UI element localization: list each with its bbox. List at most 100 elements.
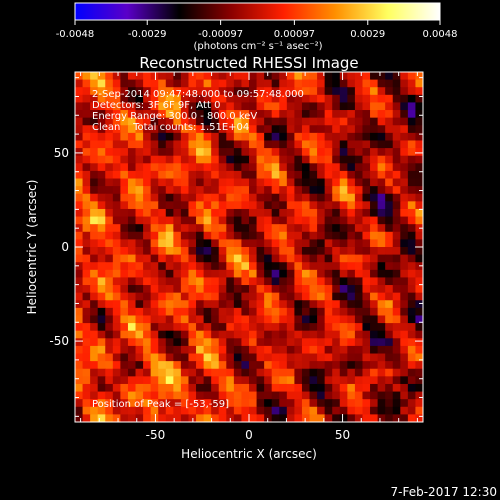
heatmap-cell [105, 292, 114, 301]
heatmap-cell [165, 117, 174, 126]
heatmap-cell [317, 170, 326, 180]
heatmap-cell [180, 178, 189, 187]
heatmap-cell [218, 361, 227, 370]
heatmap-cell [370, 292, 379, 301]
heatmap-cell [90, 368, 99, 377]
heatmap-cell [392, 277, 401, 286]
heatmap-cell [354, 224, 363, 233]
heatmap-cell [241, 292, 250, 301]
heatmap-cell [256, 110, 265, 119]
heatmap-cell [407, 414, 416, 422]
heatmap-cell [347, 391, 356, 400]
heatmap-cell [347, 102, 356, 111]
heatmap-cell [120, 414, 129, 422]
heatmap-cell [332, 277, 341, 286]
heatmap-cell [407, 87, 416, 96]
heatmap-cell [256, 383, 265, 393]
heatmap-cell [377, 239, 386, 248]
heatmap-cell [324, 353, 333, 362]
heatmap-cell [150, 330, 159, 339]
heatmap-cell [120, 125, 129, 134]
heatmap-cell [226, 338, 235, 347]
heatmap-cell [188, 345, 197, 355]
heatmap-cell [150, 285, 159, 294]
heatmap-cell [75, 193, 84, 202]
heatmap-cell [271, 201, 280, 210]
heatmap-cell [233, 376, 242, 385]
heatmap-cell [226, 399, 235, 408]
heatmap-cell [264, 285, 273, 294]
heatmap-cell [324, 79, 333, 88]
heatmap-cell [301, 170, 311, 180]
heatmap-cell [294, 254, 303, 263]
heatmap-cell [339, 148, 348, 157]
heatmap-cell [370, 361, 379, 370]
heatmap-cell [127, 186, 137, 195]
heatmap-cell [354, 383, 363, 393]
heatmap-cell [218, 102, 227, 111]
heatmap-cell [407, 300, 416, 309]
heatmap-cell [135, 292, 144, 301]
heatmap-cell [264, 110, 273, 119]
heatmap-cell [400, 208, 409, 218]
heatmap-cell [385, 163, 394, 172]
heatmap-cell [407, 140, 416, 149]
heatmap-cell [241, 285, 250, 294]
heatmap-cell [339, 399, 348, 408]
heatmap-cell [415, 102, 423, 111]
heatmap-cell [135, 391, 144, 400]
heatmap-cell [127, 399, 137, 408]
heatmap-cell [211, 383, 220, 393]
heatmap-cell [249, 338, 258, 347]
heatmap-cell [264, 368, 273, 377]
heatmap-cell [400, 254, 409, 263]
heatmap-cell [286, 231, 295, 240]
heatmap-cell [362, 208, 371, 218]
heatmap-cell [180, 87, 189, 96]
heatmap-cell [120, 193, 129, 202]
heatmap-cell [97, 231, 106, 240]
heatmap-cell [249, 178, 258, 187]
heatmap-cell [332, 148, 341, 157]
heatmap-cell [279, 277, 288, 286]
heatmap-cell [196, 110, 205, 119]
heatmap-cell [180, 208, 189, 218]
heatmap-cell [112, 186, 121, 195]
heatmap-cell [271, 94, 280, 103]
heatmap-cell [264, 148, 273, 157]
heatmap-cell [241, 102, 250, 111]
heatmap-cell [135, 406, 144, 415]
heatmap-cell [127, 262, 137, 271]
heatmap-cell [354, 338, 363, 347]
heatmap-cell [173, 345, 182, 355]
heatmap-cell [249, 170, 258, 180]
heatmap-cell [362, 269, 371, 278]
heatmap-cell [143, 330, 152, 339]
heatmap-cell [354, 414, 363, 422]
heatmap-cell [211, 94, 220, 103]
heatmap-cell [309, 399, 318, 408]
heatmap-cell [233, 345, 242, 355]
heatmap-cell [362, 345, 371, 355]
heatmap-cell [407, 170, 416, 180]
heatmap-cell [112, 140, 121, 149]
heatmap-cell [279, 315, 288, 324]
heatmap-cell [105, 361, 114, 370]
heatmap-cell [218, 94, 227, 103]
heatmap-cell [196, 163, 205, 172]
heatmap-cell [301, 345, 311, 355]
heatmap-cell [362, 315, 371, 324]
heatmap-cell [279, 285, 288, 294]
heatmap-cell [415, 193, 423, 202]
heatmap-cell [249, 399, 258, 408]
heatmap-cell [226, 170, 235, 180]
heatmap-cell [415, 239, 423, 248]
heatmap-cell [105, 186, 114, 195]
heatmap-cell [105, 140, 114, 149]
heatmap-cell [249, 148, 258, 157]
heatmap-cell [97, 247, 106, 256]
heatmap-cell [165, 399, 174, 408]
heatmap-cell [279, 155, 288, 164]
heatmap-cell [82, 102, 91, 111]
heatmap-cell [233, 186, 242, 195]
